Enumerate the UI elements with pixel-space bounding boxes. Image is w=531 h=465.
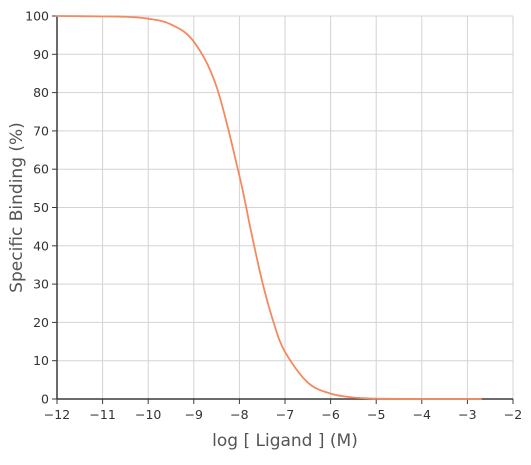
series-layer [56,15,482,400]
y-tick-label: 0 [41,392,49,407]
y-tick-label: 50 [33,200,49,215]
x-tick-label: −10 [135,407,161,422]
x-axis-title: log [ Ligand ] (M) [212,431,358,451]
x-tick-label: −5 [367,407,385,422]
y-tick-label: 40 [33,238,49,253]
grid [57,15,514,399]
y-tick-label: 10 [33,353,49,368]
x-tick-label: −3 [458,407,476,422]
y-tick-label: 30 [33,277,49,292]
tick-labels: −12 −11 −10 −9 −8 −7 −6 −5 −4 −3 −2 0 10 20 30 40 50 60 70… [25,9,522,423]
x-tick-label: −9 [185,407,203,422]
x-tick-label: −8 [230,407,248,422]
y-tick-label: 70 [33,123,49,138]
binding-curve-line [56,15,482,400]
x-tick-label: −11 [89,407,115,422]
x-tick-label: −6 [321,407,339,422]
x-tick-label: −12 [44,407,70,422]
y-tick-label: 60 [33,162,49,177]
y-axis-title: Specific Binding (%) [7,122,27,293]
x-tick-label: −2 [504,407,522,422]
x-tick-label: −7 [276,407,294,422]
y-tick-label: 20 [33,315,49,330]
x-tick-label: −4 [413,407,431,422]
y-tick-label: 80 [33,85,49,100]
y-tick-label: 90 [33,47,49,62]
y-tick-label: 100 [25,9,49,24]
